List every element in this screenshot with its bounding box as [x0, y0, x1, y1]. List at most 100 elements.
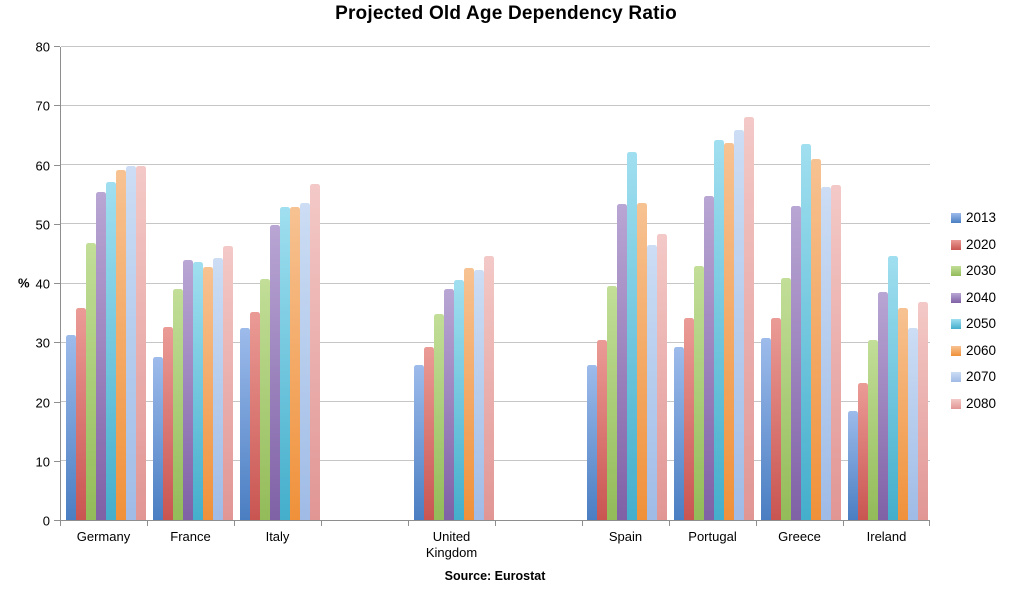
- bar-group-ireland: [843, 47, 930, 520]
- bar-group-spain: [582, 47, 669, 520]
- legend-label-2050: 2050: [966, 316, 997, 331]
- legend-item-2050: 2050: [951, 317, 996, 331]
- bar-italy-2020: [249, 312, 260, 520]
- bar-portugal-2060: [724, 143, 735, 520]
- bar-greece-2040: [791, 206, 802, 520]
- legend-label-2060: 2060: [966, 342, 997, 358]
- bar-ireland-2080: [918, 302, 929, 520]
- x-axis-category-labels: Germany France Italy United Kingdom Spain Por…: [60, 529, 930, 569]
- x-axis-label-united-kingdom: United Kingdom: [425, 529, 478, 560]
- x-axis-label-germany: Germany: [76, 529, 131, 544]
- legend-label-2030: 2030: [966, 263, 997, 278]
- bar-france-2020: [162, 326, 173, 520]
- gridline-50: [61, 223, 930, 225]
- legend-item-2040: 2040: [951, 289, 997, 305]
- bar-italy-2030: [259, 278, 270, 520]
- bar-spain-2080: [657, 234, 668, 520]
- bar-united-kingdom-2013: [413, 364, 424, 520]
- legend-item-2030: 2030: [951, 264, 996, 278]
- legend-label-2080: 2080: [966, 395, 997, 411]
- legend-swatch-2070: [951, 372, 961, 382]
- legend-item-2070: 2070: [951, 370, 996, 384]
- bar-greece-2050: [801, 143, 812, 520]
- bar-germany-2070: [126, 165, 136, 520]
- legend-label-2013: 2013: [966, 210, 997, 225]
- bar-italy-2080: [309, 183, 320, 520]
- legend-swatch-2030: [951, 266, 961, 276]
- bar-germany-2050: [106, 181, 116, 520]
- bar-group-greece: [756, 47, 843, 520]
- legend-swatch-2050: [951, 319, 961, 329]
- bar-portugal-2030: [694, 265, 705, 520]
- bar-spain-2060: [637, 203, 648, 520]
- bar-greece-2080: [831, 184, 842, 520]
- bar-italy-2040: [269, 224, 280, 520]
- bar-group-united-kingdom: [409, 47, 496, 520]
- bar-germany-2060: [116, 169, 126, 520]
- x-axis-label-italy: Italy: [265, 529, 290, 544]
- y-axis-tick-label: 10: [35, 454, 50, 470]
- x-axis-tick: [495, 521, 496, 526]
- y-axis-tick-labels: 0 10 20 30 40 50 60 70 80: [0, 41, 50, 528]
- y-axis-tick-label: 60: [35, 158, 50, 173]
- gridline-20: [61, 400, 930, 402]
- bar-germany-2013: [66, 334, 76, 520]
- bar-italy-2070: [299, 203, 310, 520]
- legend-swatch-2040: [951, 292, 961, 303]
- y-axis-tick-label: 70: [35, 98, 50, 114]
- gridline-10: [61, 459, 930, 461]
- gridline-80: [61, 46, 930, 47]
- x-axis-tick: [669, 521, 670, 526]
- y-axis-tick-marks: [54, 46, 60, 521]
- y-axis-tick-label: 20: [35, 395, 50, 410]
- x-axis-tick: [60, 521, 61, 526]
- bar-france-2013: [152, 357, 163, 520]
- y-axis-tick: [54, 46, 60, 47]
- legend-swatch-2020: [951, 239, 961, 250]
- bar-portugal-2050: [714, 140, 725, 520]
- legend-item-2020: 2020: [951, 237, 996, 252]
- x-axis-label-ireland: Ireland: [866, 529, 907, 544]
- bar-spain-2070: [647, 245, 658, 520]
- bar-group-germany: [61, 47, 148, 520]
- plot-area: [60, 46, 930, 521]
- bar-france-2050: [192, 261, 203, 520]
- bar-group-portugal: [669, 47, 756, 520]
- bar-portugal-2020: [684, 317, 695, 520]
- bar-germany-2040: [96, 191, 106, 520]
- legend: 2013 2020 2030 2040 2050 2060 2070 2080: [951, 211, 996, 411]
- y-axis-tick: [54, 460, 60, 462]
- bar-ireland-2060: [898, 307, 909, 520]
- bar-ireland-2030: [868, 340, 879, 520]
- x-axis-tick: [843, 521, 844, 526]
- bar-group-france: [148, 47, 235, 520]
- y-axis-tick: [54, 520, 60, 521]
- bar-germany-2020: [76, 308, 86, 520]
- x-axis-label-france: France: [170, 529, 211, 544]
- bar-portugal-2080: [744, 116, 755, 520]
- bar-united-kingdom-2030: [433, 313, 444, 520]
- bar-portugal-2040: [704, 196, 715, 520]
- bar-ireland-2050: [888, 255, 899, 520]
- bar-ireland-2040: [878, 292, 889, 520]
- y-axis-title: %: [18, 275, 30, 291]
- legend-item-2080: 2080: [951, 395, 997, 411]
- bar-greece-2060: [811, 159, 822, 520]
- legend-label-2040: 2040: [966, 289, 997, 305]
- y-axis-tick-label: 0: [42, 513, 50, 529]
- bar-ireland-2020: [858, 382, 869, 520]
- bar-portugal-2070: [734, 130, 745, 520]
- y-axis-tick: [54, 342, 60, 344]
- x-axis-tick-marks: [60, 521, 930, 526]
- bar-spain-2030: [607, 286, 618, 520]
- x-axis-tick: [321, 521, 322, 526]
- bar-italy-2050: [279, 207, 290, 520]
- y-axis-tick: [54, 105, 60, 107]
- bar-france-2040: [182, 259, 193, 520]
- bar-ireland-2070: [908, 328, 919, 520]
- bar-germany-2080: [136, 166, 146, 520]
- y-axis-tick-label: 80: [35, 39, 50, 55]
- legend-swatch-2060: [951, 345, 961, 356]
- bar-greece-2013: [761, 337, 772, 520]
